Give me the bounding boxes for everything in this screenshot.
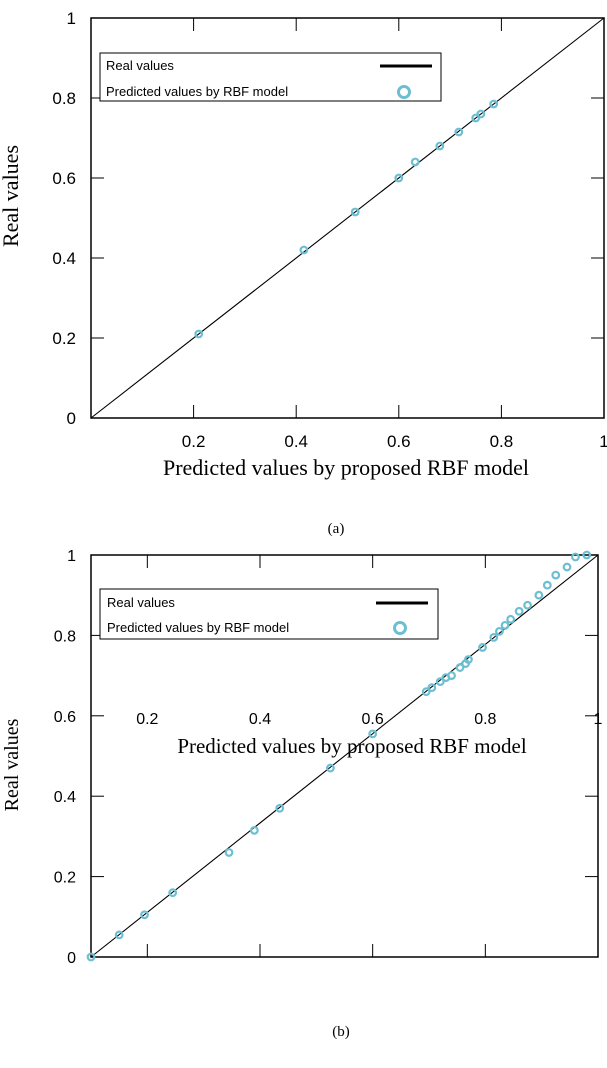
data-point-b [478,643,487,652]
data-point-b [464,655,473,664]
y-tick-label-a: 1 [67,9,76,28]
y-tick-label-a: 0.8 [52,89,76,108]
x-tick-label-b: 0.6 [362,711,384,728]
y-tick-label-a: 0.4 [52,249,76,268]
data-point-b [447,671,456,680]
data-point-b [368,729,378,739]
ylabel-a: Real values [0,145,23,247]
x-tick-label-b: 1 [594,711,603,728]
data-point-b [489,633,499,642]
legend-label-predicted-b: Predicted values by RBF model [107,620,289,635]
data-point-b [500,620,510,630]
ylabel-b: Real values [1,718,23,811]
x-tick-label-a: 0.8 [490,432,514,451]
y-tick-label-b: 1 [67,548,76,565]
xlabel-a: Predicted values by proposed RBF model [163,455,529,480]
data-point-b [542,580,552,590]
legend-marker-swatch-b [393,621,407,635]
data-point-b [114,930,124,940]
data-point-b [427,683,437,693]
y-tick-label-a: 0 [67,409,76,428]
legend-label-real-a: Real values [106,58,174,73]
y-tick-label-b: 0 [67,950,76,967]
data-point-b [168,888,178,898]
y-tick-label-a: 0.6 [52,169,76,188]
x-tick-label-b: 0.4 [249,711,271,728]
x-tick-label-a: 0.2 [182,432,206,451]
data-point-b [326,763,335,773]
legend-box-b [99,588,439,640]
data-point-b [495,626,504,636]
legend-label-predicted-a: Predicted values by RBF model [106,84,288,99]
data-point-b [582,550,592,560]
panel-caption-a: (a) [328,521,345,537]
data-point-b [571,552,580,562]
data-point-a [435,141,445,151]
plot-frame-b [90,554,599,958]
data-point-a [489,99,499,109]
data-point-a [350,207,360,217]
y-tick-label-b: 0.6 [54,709,76,726]
legend-box-a [99,52,442,102]
panel-a: Real values Predicted values by proposed… [0,9,607,537]
data-point-b [506,614,516,624]
x-tick-label-a: 0.4 [284,432,308,451]
data-point-b [514,606,524,616]
data-point-a [454,127,464,137]
data-point-b [551,570,561,580]
data-point-b [86,952,96,962]
panel-caption-b: (b) [332,1024,350,1040]
data-point-a [299,245,309,255]
data-point-b [421,687,431,697]
data-point-a [410,157,420,167]
y-tick-label-b: 0.4 [54,789,76,806]
panel-b: Real values Predicted values by proposed… [1,548,603,1040]
data-point-a [476,109,486,119]
data-point-a [194,329,204,339]
x-tick-label-a: 1 [599,432,607,451]
y-tick-label-b: 0.8 [54,628,76,645]
data-point-b [455,663,465,672]
xlabel-b: Predicted values by proposed RBF model [177,734,527,758]
x-tick-label-a: 0.6 [387,432,411,451]
data-point-b [435,677,445,687]
legend-marker-swatch-a [397,85,411,99]
plot-frame-a [90,17,605,419]
data-point-a [394,173,404,183]
x-tick-label-b: 0.2 [136,711,158,728]
y-tick-label-b: 0.2 [54,870,76,887]
data-point-b [523,600,532,610]
data-point-b [534,590,544,600]
data-point-b [562,562,572,572]
data-point-b [140,910,149,920]
real-values-line-a [90,17,605,419]
data-point-b [249,825,259,835]
data-point-b [275,803,285,813]
data-point-b [224,848,234,857]
y-tick-label-a: 0.2 [52,329,76,348]
x-tick-label-b: 0.8 [474,711,496,728]
legend-label-real-b: Real values [107,595,175,610]
